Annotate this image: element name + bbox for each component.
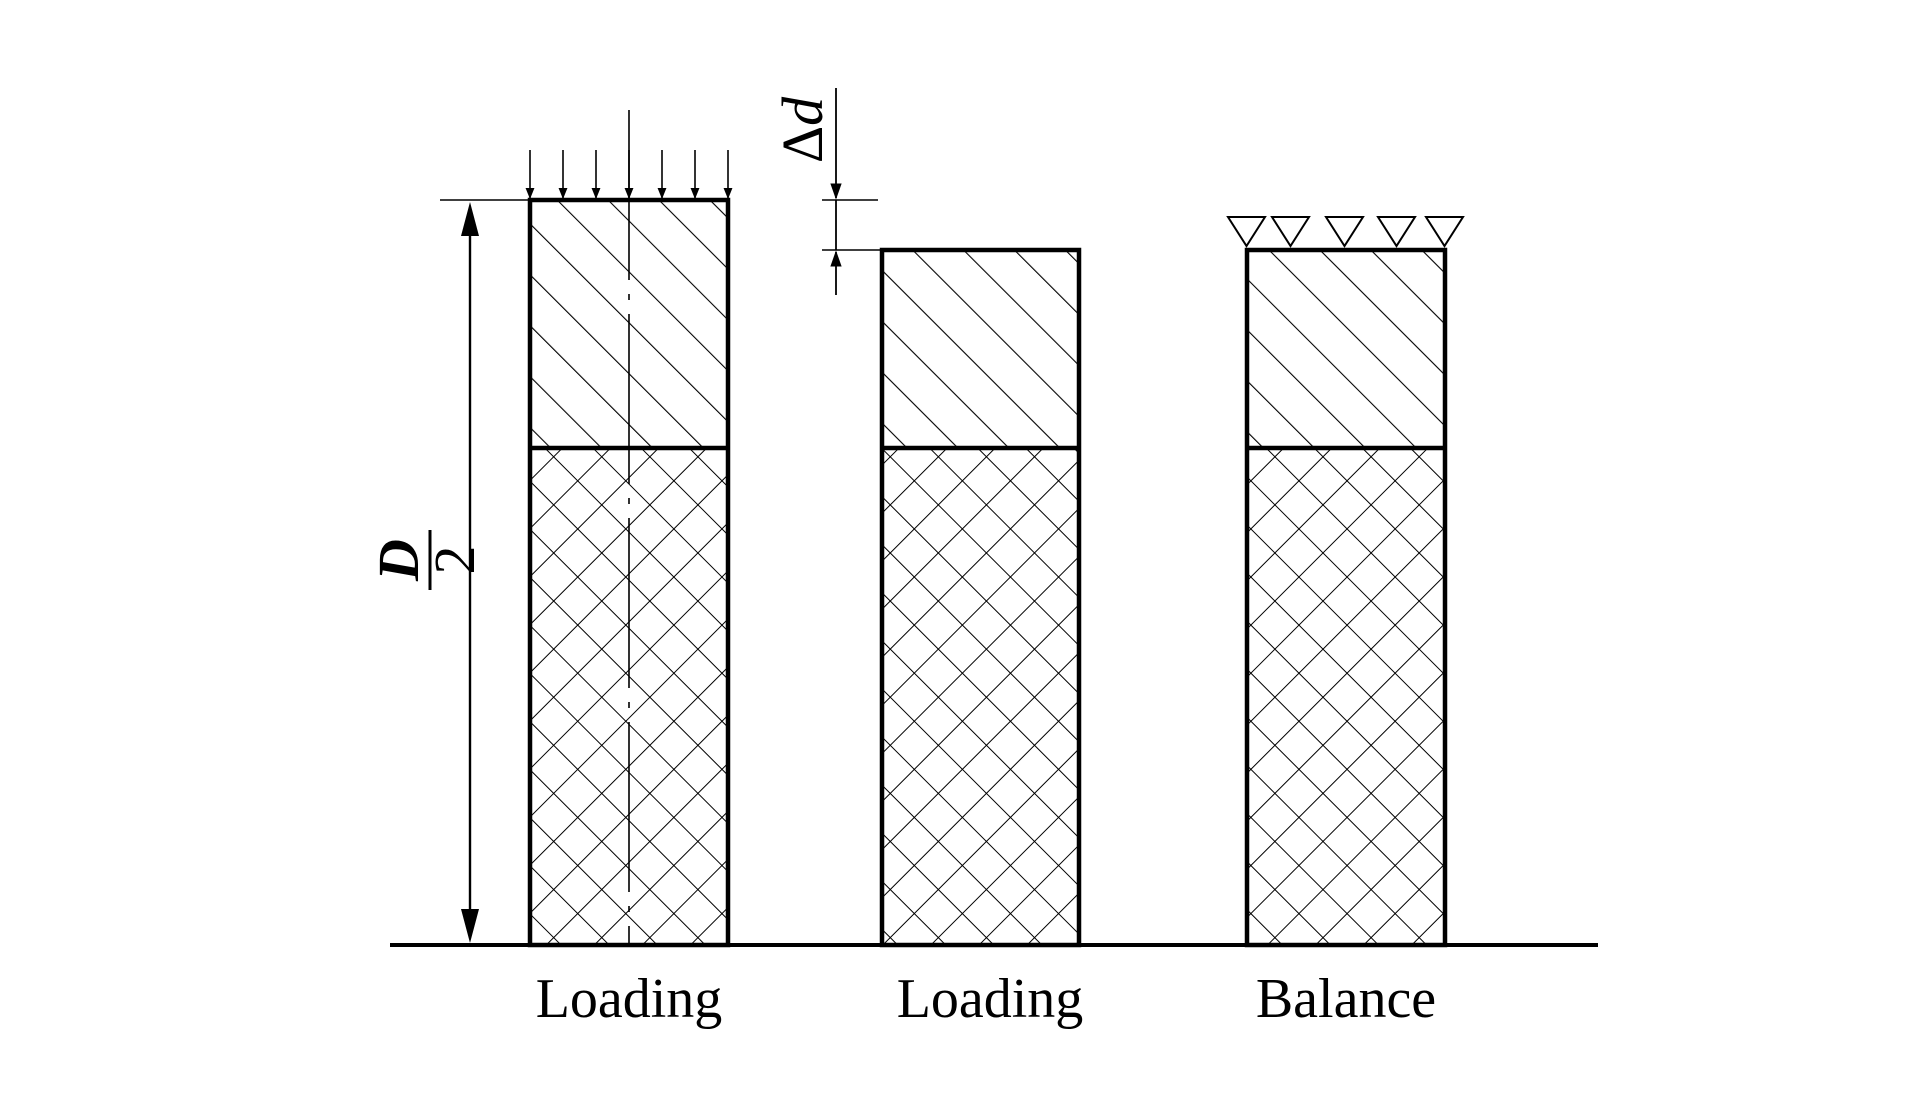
column-2-upper-layer bbox=[882, 250, 1079, 448]
column-2 bbox=[879, 247, 1082, 948]
support-triangle bbox=[1376, 216, 1417, 248]
column-1 bbox=[525, 110, 733, 948]
column-2-lower-layer-b bbox=[882, 448, 1079, 945]
support-triangle bbox=[1226, 216, 1267, 248]
caption-column-3: Balance bbox=[1256, 968, 1436, 1030]
caption-column-2: Loading bbox=[897, 968, 1084, 1030]
height-arrow-bottom bbox=[461, 909, 479, 943]
support-triangle bbox=[1324, 216, 1365, 248]
column-3 bbox=[1226, 216, 1465, 948]
support-triangle bbox=[1270, 216, 1311, 248]
height-dimension: D 2 bbox=[366, 199, 530, 943]
support-triangles bbox=[1226, 216, 1465, 248]
settlement-label: Δd bbox=[770, 96, 835, 163]
column-3-outline bbox=[1244, 247, 1448, 948]
column-2-outline bbox=[879, 247, 1082, 948]
height-label-numerator: D bbox=[366, 539, 431, 582]
load-arrows bbox=[525, 150, 733, 200]
support-triangle bbox=[1424, 216, 1465, 248]
settlement-dimension: Δd bbox=[770, 88, 882, 295]
caption-column-1: Loading bbox=[536, 968, 723, 1030]
height-arrow-top bbox=[461, 202, 479, 236]
column-3-upper-layer bbox=[1247, 250, 1445, 448]
height-label-denominator: 2 bbox=[422, 546, 487, 575]
column-3-lower-layer-b bbox=[1247, 448, 1445, 945]
